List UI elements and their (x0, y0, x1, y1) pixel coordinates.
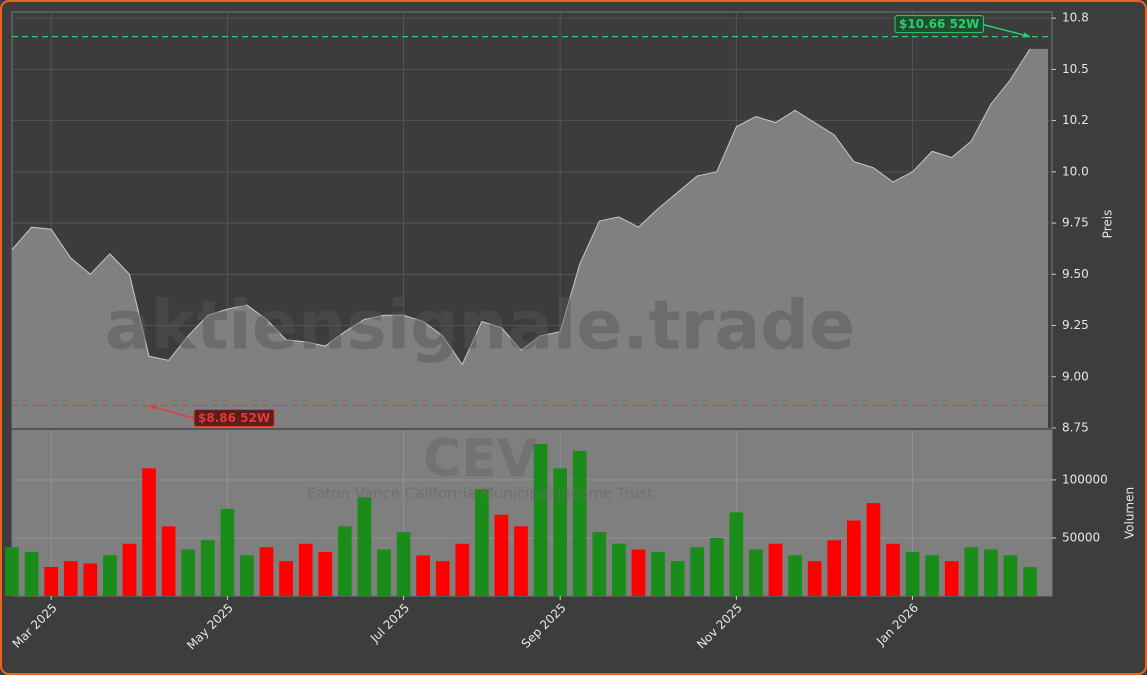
volume-bar (357, 497, 372, 596)
volume-bar (631, 549, 646, 596)
y-tick-label: 10.5 (1062, 62, 1089, 76)
low-arrow (148, 404, 195, 420)
volume-bar (200, 540, 215, 596)
volume-bar (416, 555, 430, 596)
volume-bar (181, 549, 196, 596)
volume-bar (396, 532, 411, 596)
volume-bar (240, 555, 254, 596)
y-tick-label: 9.25 (1062, 318, 1089, 332)
volume-bar (944, 561, 959, 596)
volume-bar (44, 566, 59, 596)
volume-bar (122, 543, 137, 596)
volume-bar (572, 450, 587, 596)
volume-bar (298, 543, 313, 596)
volume-bar (259, 547, 274, 596)
volume-bar (514, 526, 528, 596)
volume-bar (103, 555, 117, 596)
volume-bar (1023, 566, 1037, 596)
high-label: $10.66 52W (899, 17, 979, 31)
high-arrow (983, 23, 1031, 38)
volume-bar (494, 514, 509, 596)
volume-bar (553, 468, 568, 596)
volume-bar (846, 520, 861, 596)
volume-bar (905, 551, 920, 596)
y-tick-label: 8.75 (1062, 421, 1089, 435)
volume-bar (709, 537, 724, 596)
volume-bar (161, 526, 176, 596)
volume-bar (670, 561, 685, 596)
volume-bar (983, 549, 998, 596)
volume-bar (142, 468, 156, 596)
volume-bar (5, 547, 19, 596)
high-annotation: $10.66 52W (894, 15, 984, 34)
volume-bar (749, 549, 763, 596)
volume-bar (768, 543, 783, 596)
volume-bar (612, 543, 626, 596)
volume-bar (83, 563, 98, 596)
volume-bar (729, 512, 744, 596)
volume-bar (377, 549, 391, 596)
y-tick-label: 10.0 (1062, 164, 1089, 178)
watermark-symbol: CEV (423, 429, 537, 489)
volume-bar (279, 561, 293, 596)
volume-bar (925, 555, 939, 596)
y-tick-label: 10.2 (1062, 113, 1089, 127)
low-arrowhead (149, 404, 156, 410)
low-annotation: $8.86 52W (193, 408, 275, 427)
watermark: aktiensignale.trade (105, 287, 855, 366)
volume-bar (1003, 555, 1018, 596)
volume-bar (592, 532, 607, 596)
volume-bar (318, 551, 333, 596)
volume-bar (788, 555, 802, 596)
y-tick-label: 10.8 (1062, 11, 1089, 25)
volume-bar (24, 551, 39, 596)
y2-axis-label: Volumen (1123, 487, 1137, 539)
volume-bar (220, 508, 235, 596)
volume-bar (807, 561, 822, 596)
volume-bar (866, 503, 881, 596)
volume-bar (474, 489, 489, 596)
volume-bar (533, 443, 548, 596)
y-tick-label: 9.50 (1062, 267, 1089, 281)
price-area (12, 48, 1048, 429)
volume-bar (690, 547, 705, 596)
high-arrowhead (1023, 32, 1030, 38)
y2-tick-label: 100000 (1062, 472, 1108, 486)
volume-bar (964, 547, 979, 596)
price-line (11, 48, 1031, 366)
y2-tick-label: 50000 (1062, 530, 1100, 544)
y-tick-label: 9.75 (1062, 216, 1089, 230)
watermark-description: Eaton Vance California Municipal Income … (307, 485, 654, 503)
volume-bar (435, 561, 450, 596)
volume-bar (651, 551, 665, 596)
volume-bar (337, 526, 352, 596)
y-axis-label: Preis (1101, 210, 1115, 239)
volume-bar (886, 543, 900, 596)
volume-bar (827, 540, 842, 596)
volume-bar (455, 543, 470, 596)
volume-bar (63, 561, 78, 596)
high-label-box (894, 15, 984, 34)
low-label: $8.86 52W (198, 411, 270, 425)
y-tick-label: 9.00 (1062, 369, 1089, 383)
